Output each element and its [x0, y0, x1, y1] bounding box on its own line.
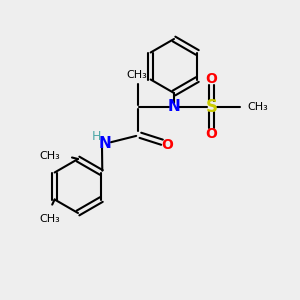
Text: CH₃: CH₃ — [40, 214, 61, 224]
Text: H: H — [91, 130, 101, 143]
Text: N: N — [99, 136, 111, 152]
Text: CH₃: CH₃ — [248, 101, 268, 112]
Text: CH₃: CH₃ — [39, 151, 60, 161]
Text: S: S — [206, 98, 218, 116]
Text: O: O — [206, 128, 218, 141]
Text: O: O — [161, 138, 173, 152]
Text: O: O — [206, 72, 218, 86]
Text: N: N — [168, 99, 180, 114]
Text: CH₃: CH₃ — [126, 70, 147, 80]
